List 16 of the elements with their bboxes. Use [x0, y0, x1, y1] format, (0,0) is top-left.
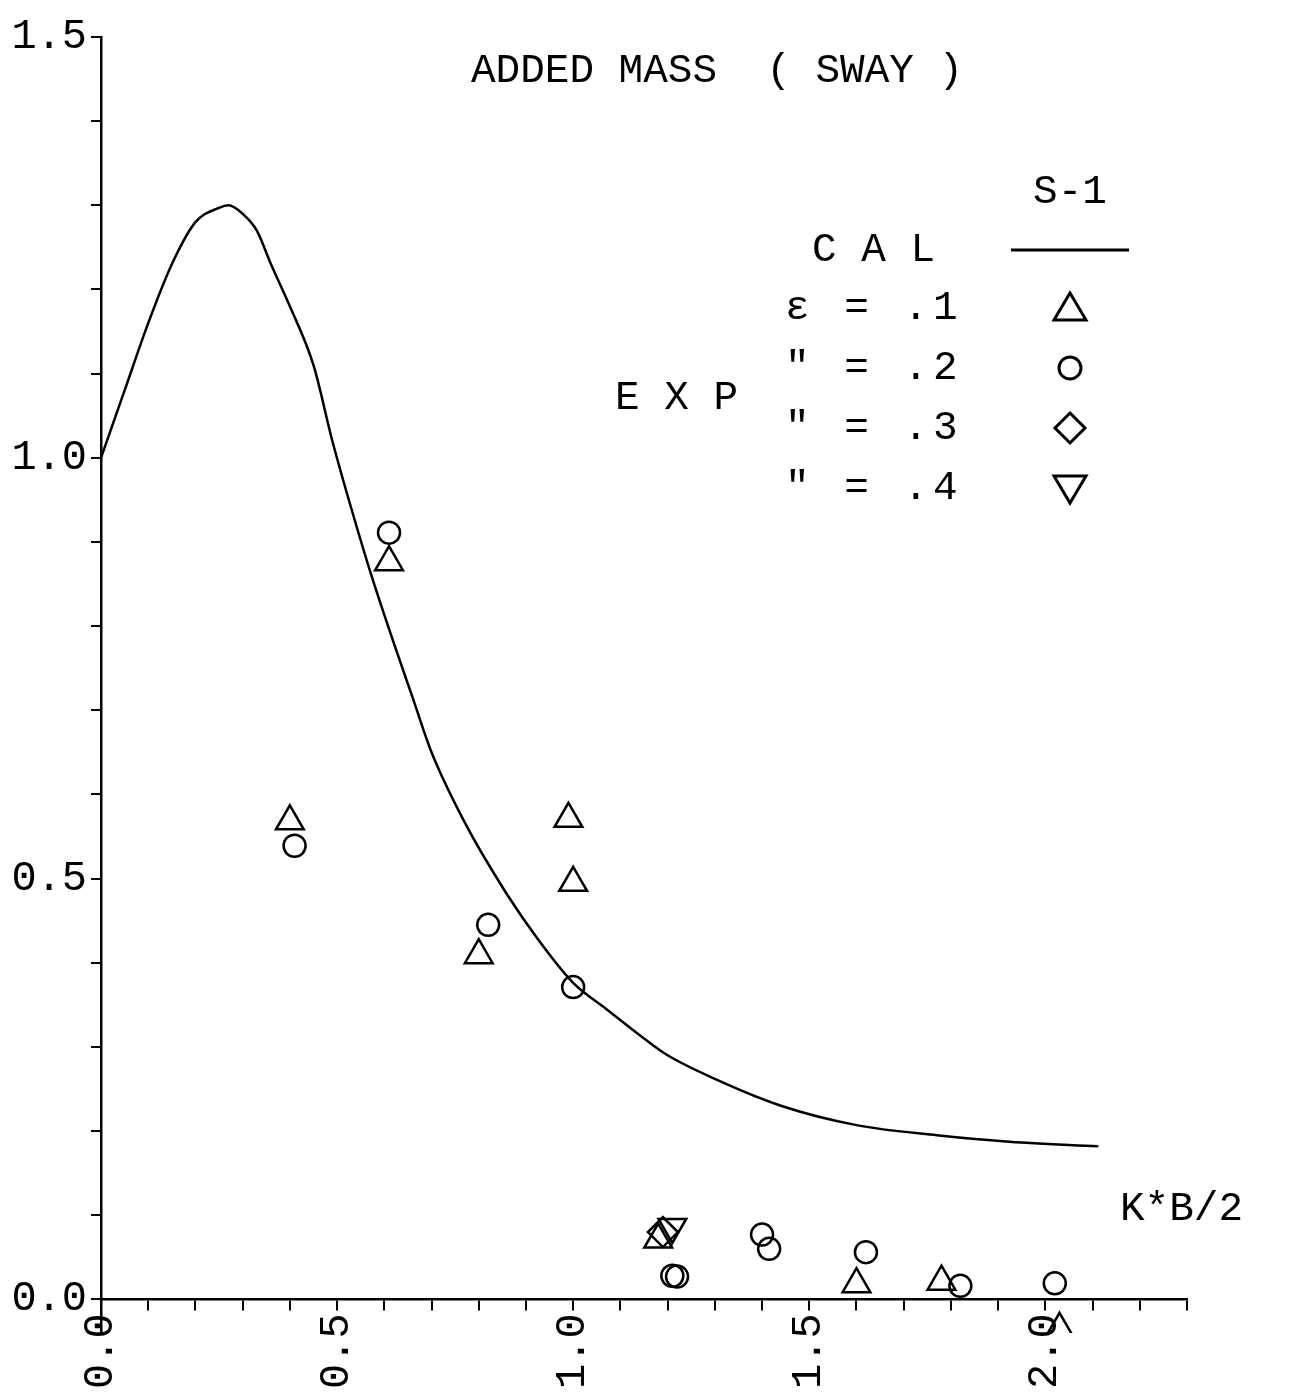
x-axis-title: K*B/2 [1120, 1186, 1244, 1233]
legend-label: ε = .1 [784, 284, 963, 331]
y-tick-label: 1.5 [11, 13, 87, 62]
chart-title: ADDED MASS ( SWAY ) [471, 48, 964, 94]
legend-label: C A L [811, 226, 936, 273]
legend-label: ″ = .4 [784, 464, 963, 511]
legend-label: ″ = .2 [784, 344, 963, 391]
y-tick-label: 0.5 [11, 854, 87, 903]
x-tick-label: 1.5 [785, 1313, 834, 1389]
annotation: E X P [615, 374, 740, 421]
legend-label: ″ = .3 [784, 404, 963, 451]
y-tick-label: 1.0 [11, 433, 87, 482]
x-tick-label: 1.0 [549, 1313, 598, 1389]
legend-title: S-1 [1033, 168, 1107, 215]
x-tick-label: 2.0 [1021, 1313, 1070, 1389]
x-tick-label: 0.5 [313, 1313, 362, 1389]
